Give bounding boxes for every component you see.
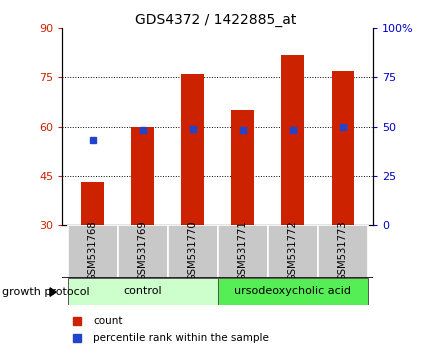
Bar: [68, 225, 117, 278]
Bar: [131, 126, 154, 225]
Bar: [317, 225, 367, 278]
Text: count: count: [93, 315, 122, 326]
Bar: [68, 278, 217, 305]
Text: ursodeoxycholic acid: ursodeoxycholic acid: [233, 286, 350, 296]
Text: GSM531768: GSM531768: [87, 220, 97, 281]
Bar: [81, 182, 104, 225]
Bar: [167, 225, 217, 278]
Bar: [217, 225, 267, 278]
Bar: [117, 225, 167, 278]
Text: control: control: [123, 286, 162, 296]
Text: GSM531772: GSM531772: [287, 220, 297, 281]
Text: growth protocol: growth protocol: [2, 287, 89, 297]
Bar: [231, 110, 253, 225]
Bar: [267, 225, 317, 278]
Text: GDS4372 / 1422885_at: GDS4372 / 1422885_at: [135, 13, 295, 28]
Bar: [217, 278, 367, 305]
Text: GSM531769: GSM531769: [137, 220, 147, 281]
Bar: [181, 74, 203, 225]
Bar: [281, 55, 303, 225]
Text: GSM531771: GSM531771: [237, 220, 247, 281]
Polygon shape: [50, 288, 56, 296]
Text: GSM531770: GSM531770: [187, 220, 197, 281]
Bar: [331, 71, 353, 225]
Text: GSM531773: GSM531773: [337, 220, 347, 281]
Text: percentile rank within the sample: percentile rank within the sample: [93, 333, 268, 343]
